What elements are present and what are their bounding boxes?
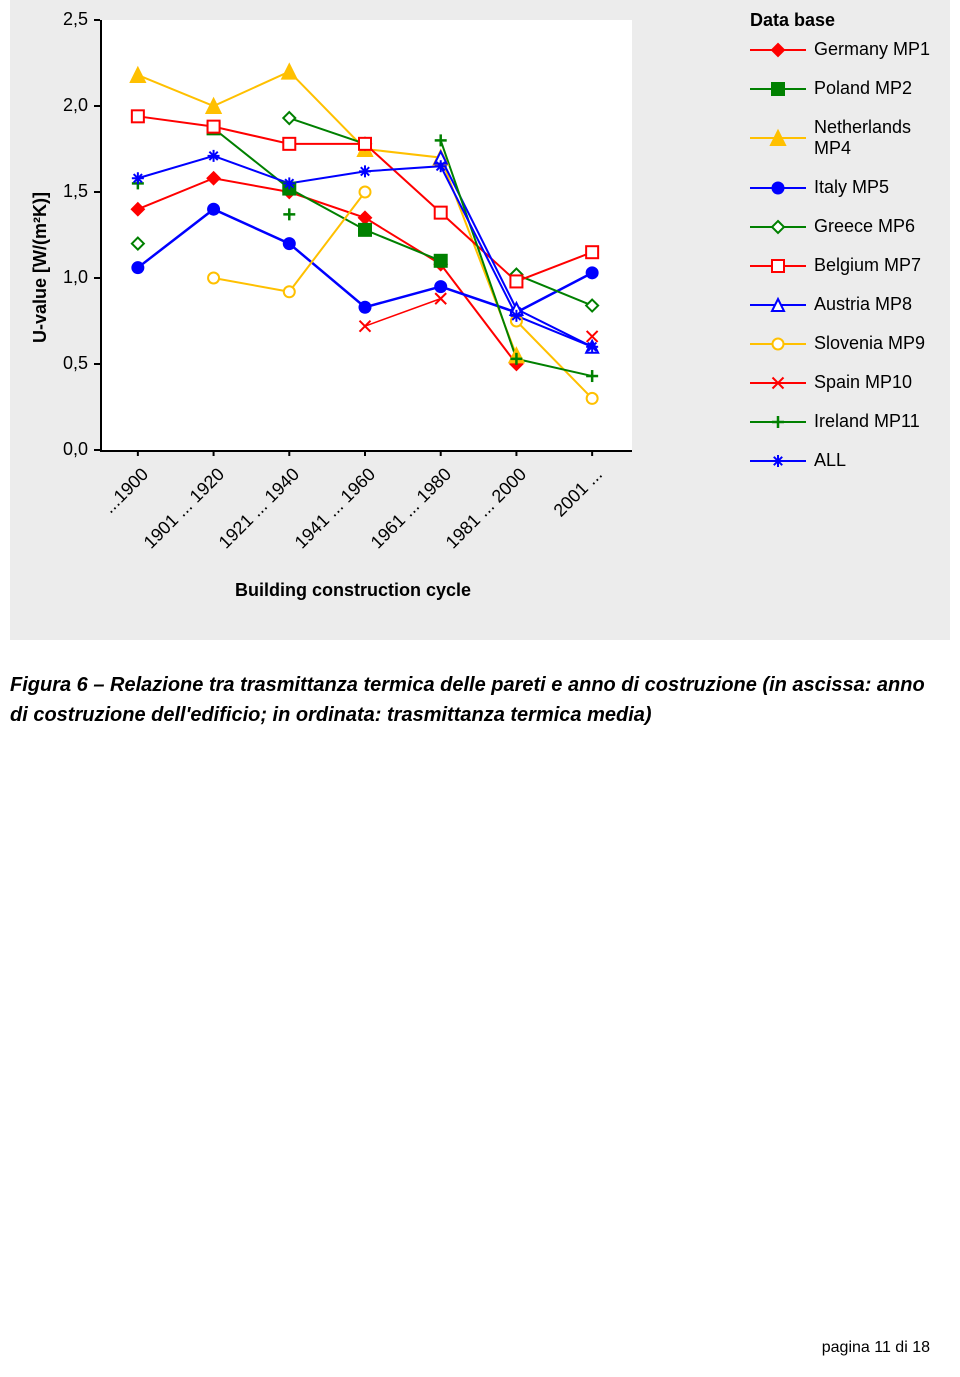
legend-marker-icon [750,178,806,198]
legend-label: Ireland MP11 [814,411,920,432]
legend-item: Austria MP8 [750,294,950,315]
page-footer: pagina 11 di 18 [822,1339,930,1357]
legend-marker-icon [750,79,806,99]
legend-label: Italy MP5 [814,177,889,198]
legend-title: Data base [750,10,950,31]
legend-marker-icon [750,40,806,60]
legend-marker-icon [750,128,806,148]
legend-label: Greece MP6 [814,216,915,237]
y-tick-label: 2,5 [10,9,88,30]
legend-label: Netherlands MP4 [814,117,950,159]
legend-label: Poland MP2 [814,78,912,99]
legend-item: Italy MP5 [750,177,950,198]
legend-item: Germany MP1 [750,39,950,60]
legend-item: Belgium MP7 [750,255,950,276]
page: 0,00,51,01,52,02,5 ...19001901 ... 19201… [0,0,960,1377]
chart-frame: 0,00,51,01,52,02,5 ...19001901 ... 19201… [10,0,950,640]
legend-marker-icon [750,334,806,354]
figure-caption: Figura 6 – Relazione tra trasmittanza te… [10,670,940,730]
legend: Data base Germany MP1 Poland MP2 Netherlan… [750,10,950,489]
legend-item: Ireland MP11 [750,411,950,432]
y-tick-label: 0,5 [10,353,88,374]
legend-marker-icon [750,295,806,315]
legend-item: Greece MP6 [750,216,950,237]
legend-marker-icon [750,412,806,432]
legend-item: Slovenia MP9 [750,333,950,354]
x-axis-label: Building construction cycle [235,580,471,601]
legend-item: Netherlands MP4 [750,117,950,159]
y-tick-label: 0,0 [10,439,88,460]
y-axis-label: U-value [W/(m²K)] [30,192,51,343]
y-tick-label: 2,0 [10,95,88,116]
legend-marker-icon [750,451,806,471]
legend-label: Germany MP1 [814,39,930,60]
legend-marker-icon [750,217,806,237]
legend-item: ALL [750,450,950,471]
legend-item: Poland MP2 [750,78,950,99]
legend-label: Belgium MP7 [814,255,921,276]
legend-label: Slovenia MP9 [814,333,925,354]
legend-item: Spain MP10 [750,372,950,393]
legend-marker-icon [750,256,806,276]
legend-label: Austria MP8 [814,294,912,315]
legend-label: ALL [814,450,846,471]
legend-label: Spain MP10 [814,372,912,393]
legend-marker-icon [750,373,806,393]
